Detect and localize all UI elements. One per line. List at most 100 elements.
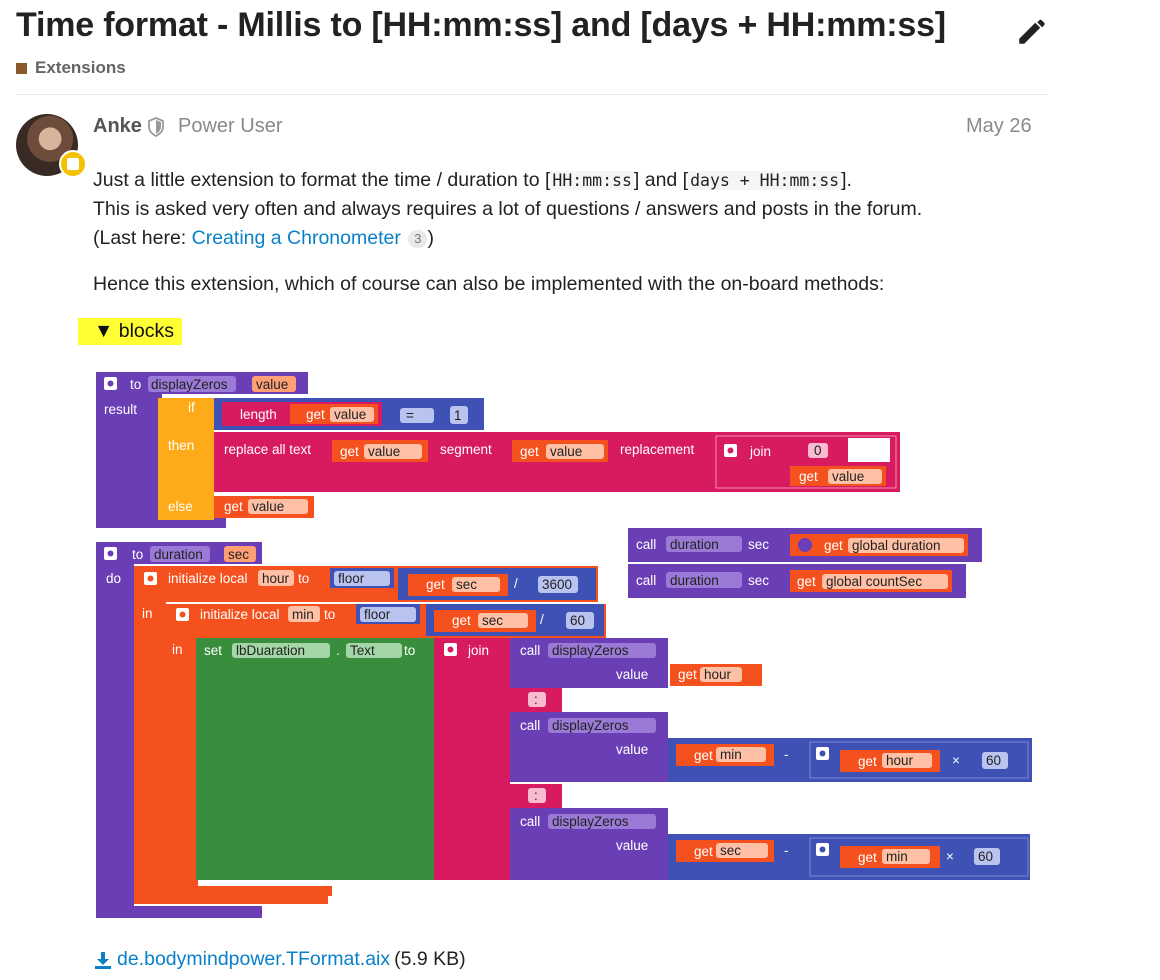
details-summary-blocks[interactable]: ▼ blocks [78, 318, 182, 345]
svg-text:3600: 3600 [542, 577, 572, 592]
svg-text:in: in [172, 642, 183, 657]
code-days-hhmmss: days + HH:mm:ss [688, 171, 842, 190]
author-name[interactable]: Anke [93, 115, 142, 137]
svg-text:sec: sec [228, 547, 249, 562]
svg-text:displayZeros: displayZeros [552, 718, 629, 733]
chronometer-link[interactable]: Creating a Chronometer [191, 227, 401, 249]
attachment-link[interactable]: de.bodymindpower.TFormat.aix [117, 948, 391, 970]
svg-text:get: get [340, 444, 359, 459]
svg-text:value: value [334, 407, 366, 422]
svg-text:value: value [368, 444, 400, 459]
svg-text:get: get [858, 850, 877, 865]
svg-text:get: get [824, 538, 843, 553]
post-date[interactable]: May 26 [966, 115, 1032, 137]
user-title: Power User [178, 115, 283, 137]
svg-text:60: 60 [978, 849, 993, 864]
svg-text:value: value [550, 444, 582, 459]
svg-text:initialize local: initialize local [168, 571, 248, 586]
svg-text:Text: Text [350, 643, 375, 658]
svg-text::: : [534, 788, 538, 803]
post-paragraph-2: Hence this extension, which of course ca… [93, 273, 885, 295]
svg-text:get: get [858, 754, 877, 769]
svg-text:min: min [720, 747, 742, 762]
svg-text:sec: sec [748, 573, 769, 588]
procedure-duration-block: to duration sec do initialize local hour… [96, 542, 1032, 918]
svg-text:get: get [694, 844, 713, 859]
svg-text:sec: sec [482, 613, 503, 628]
svg-text:sec: sec [720, 843, 741, 858]
svg-text:displayZeros: displayZeros [151, 377, 228, 392]
download-icon[interactable] [93, 950, 113, 970]
svg-text:min: min [886, 849, 908, 864]
svg-text:×: × [952, 753, 960, 768]
code-hhmmss: HH:mm:ss [550, 171, 634, 190]
svg-text:to: to [404, 643, 415, 658]
svg-text:get: get [452, 613, 471, 628]
svg-text:call: call [520, 643, 540, 658]
svg-text:set: set [204, 643, 222, 658]
svg-text:60: 60 [570, 613, 585, 628]
svg-text:join: join [467, 643, 489, 658]
svg-text:get: get [678, 667, 697, 682]
svg-text:get: get [797, 574, 816, 589]
user-flair-icon [59, 150, 87, 178]
svg-text:60: 60 [986, 753, 1001, 768]
svg-text:in: in [142, 606, 153, 621]
svg-text:length: length [240, 407, 277, 422]
svg-text:do: do [106, 571, 121, 586]
svg-text:replacement: replacement [620, 442, 695, 457]
svg-text::: : [534, 692, 538, 707]
svg-text:to: to [130, 377, 141, 392]
svg-text:value: value [616, 838, 648, 853]
svg-text:call: call [636, 537, 656, 552]
divider [16, 94, 1048, 95]
svg-text:-: - [784, 747, 789, 762]
attachment: de.bodymindpower.TFormat.aix (5.9 KB) [93, 948, 466, 971]
svg-text:to: to [298, 571, 309, 586]
svg-text:if: if [188, 400, 195, 415]
svg-text:-: - [784, 843, 789, 858]
svg-text:to: to [324, 607, 335, 622]
attachment-size: (5.9 KB) [394, 948, 466, 970]
svg-text:call: call [520, 718, 540, 733]
procedure-displayzeros-block: to displayZeros value result if then els… [96, 372, 900, 528]
svg-text:value: value [616, 667, 648, 682]
svg-text:value: value [832, 469, 864, 484]
svg-text:×: × [946, 849, 954, 864]
svg-text:replace all text: replace all text [224, 442, 311, 457]
svg-text:else: else [168, 499, 193, 514]
svg-text:sec: sec [456, 577, 477, 592]
category-label: Extensions [35, 58, 126, 77]
svg-text:value: value [256, 377, 288, 392]
svg-text:join: join [749, 444, 771, 459]
svg-text:hour: hour [886, 753, 914, 768]
post-body: Just a little extension to format the ti… [93, 166, 1053, 253]
svg-text:/: / [514, 576, 518, 591]
svg-text:displayZeros: displayZeros [552, 643, 629, 658]
svg-text:value: value [252, 499, 284, 514]
svg-text:hour: hour [704, 667, 732, 682]
svg-text:call: call [636, 573, 656, 588]
svg-text:then: then [168, 438, 194, 453]
svg-text:duration: duration [670, 573, 719, 588]
post-line-2: This is asked very often and always requ… [93, 198, 923, 220]
svg-text:global countSec: global countSec [826, 574, 922, 589]
svg-text:sec: sec [748, 537, 769, 552]
svg-text:duration: duration [670, 537, 719, 552]
svg-text:get: get [799, 469, 818, 484]
category-color-icon [16, 62, 27, 74]
post-line-1: Just a little extension to format the ti… [93, 169, 852, 191]
svg-text:floor: floor [338, 571, 365, 586]
svg-text:min: min [292, 607, 314, 622]
svg-text:=: = [406, 408, 414, 423]
pencil-edit-icon[interactable] [1015, 14, 1049, 48]
svg-text:call: call [520, 814, 540, 829]
svg-text:to: to [132, 547, 143, 562]
svg-text:get: get [520, 444, 539, 459]
shield-icon [148, 117, 164, 137]
svg-text:get: get [694, 748, 713, 763]
svg-text:.: . [336, 643, 340, 658]
svg-text:1: 1 [454, 408, 462, 423]
category-link[interactable]: Extensions [16, 58, 126, 78]
post-line-3: (Last here: Creating a Chronometer 3) [93, 227, 434, 249]
